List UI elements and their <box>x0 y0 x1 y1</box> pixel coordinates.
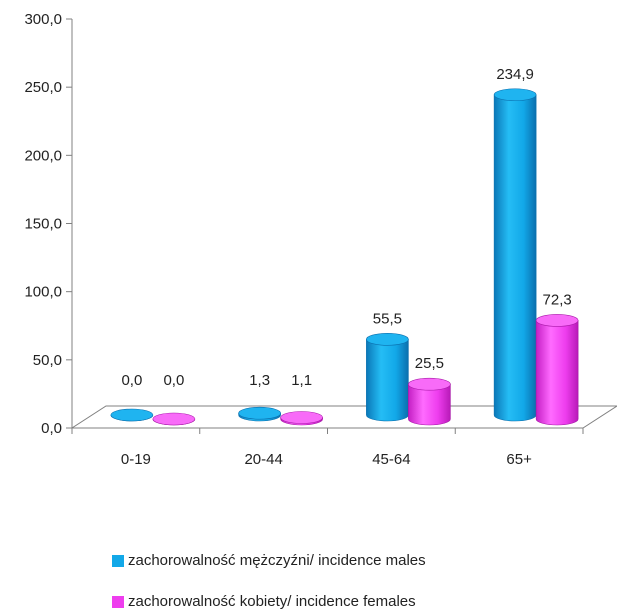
bar-male-0-19 <box>110 408 154 422</box>
legend-item-females: zachorowalność kobiety/ incidence female… <box>112 593 416 610</box>
bar-top <box>280 411 323 424</box>
y-tick-label: 0,0 <box>41 420 62 437</box>
bar-female-20-44 <box>280 411 323 426</box>
y-tick-label: 100,0 <box>24 284 62 301</box>
bar-body <box>408 383 451 426</box>
x-tick-label: 65+ <box>506 451 532 468</box>
legend-item-males: zachorowalność mężczyźni/ incidence male… <box>112 552 426 569</box>
bar-body <box>535 320 579 426</box>
x-tick-label: 0-19 <box>121 451 151 468</box>
bar-top <box>110 408 154 422</box>
bar-body <box>493 94 537 422</box>
x-tick-label: 45-64 <box>372 451 410 468</box>
bar-female-65+ <box>535 314 579 426</box>
bar-top <box>366 333 409 346</box>
legend-label-females: zachorowalność kobiety/ incidence female… <box>128 593 416 610</box>
data-label: 1,3 <box>249 372 270 389</box>
axes: 0,0 50,0 100,0 150,0 200,0 250,0 300,0 0-19 20-4… <box>24 11 617 468</box>
data-label: 72,3 <box>543 291 572 308</box>
bar-male-45-64 <box>366 333 409 422</box>
x-tick-label: 20-44 <box>244 451 282 468</box>
data-label: 0,0 <box>121 372 142 389</box>
bar-top <box>408 377 451 391</box>
bar-male-65+ <box>493 88 537 422</box>
y-tick-label: 150,0 <box>24 216 62 233</box>
y-tick-label: 200,0 <box>24 147 62 164</box>
chart-floor <box>70 405 617 429</box>
legend-swatch-males <box>112 554 124 567</box>
bar-female-45-64 <box>408 377 451 426</box>
bar-top <box>238 406 281 420</box>
data-label: 234,9 <box>496 66 534 83</box>
data-label: 25,5 <box>415 355 444 372</box>
data-label: 1,1 <box>291 372 312 389</box>
legend-swatch-females <box>112 595 124 608</box>
bar-male-20-44 <box>238 406 281 422</box>
data-label: 0,0 <box>163 372 184 389</box>
data-label: 55,5 <box>373 310 402 327</box>
bar-top <box>535 314 579 327</box>
bar-female-0-19 <box>152 412 196 426</box>
data-labels: 0,0 0,0 1,3 1,1 55,5 25,5 234,9 72,3 <box>121 66 571 389</box>
y-tick-label: 300,0 <box>24 11 62 28</box>
y-tick-label: 250,0 <box>24 79 62 96</box>
bar-top <box>493 88 537 102</box>
bar-body <box>366 339 409 422</box>
legend-label-males: zachorowalność mężczyźni/ incidence male… <box>128 552 426 569</box>
y-tick-label: 50,0 <box>33 352 62 369</box>
bars <box>110 88 579 426</box>
bar-top <box>152 412 196 426</box>
